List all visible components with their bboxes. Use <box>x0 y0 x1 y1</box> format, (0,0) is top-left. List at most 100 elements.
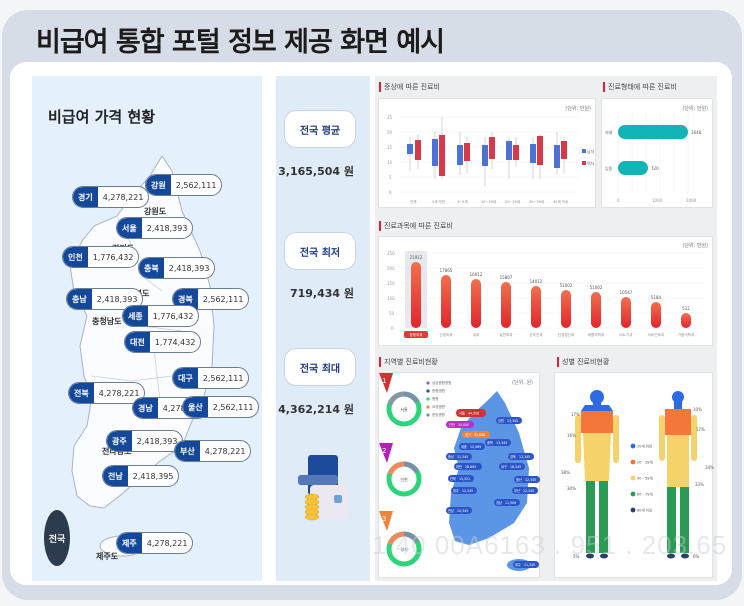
region-price-pill[interactable]: 대구 2,562,111 <box>172 367 250 389</box>
box-chart-unit: (단위: 만원) <box>565 106 591 112</box>
svg-text:250: 250 <box>387 251 395 256</box>
svg-text:10547: 10547 <box>620 290 633 295</box>
svg-text:강원: 강원 <box>498 418 504 423</box>
svg-text:3세 미만: 3세 미만 <box>432 199 446 204</box>
svg-text:0: 0 <box>617 198 620 203</box>
svg-text:80세 이상: 80세 이상 <box>637 508 653 513</box>
svg-text:비뇨기과: 비뇨기과 <box>619 332 633 337</box>
body-age-chart: 20세 미만 20 - 39세 40 - 59세 60 - 79세 80세 이상… <box>561 390 714 559</box>
svg-text:100: 100 <box>387 296 395 301</box>
region-price-pill[interactable]: 충북 2,418,393 <box>138 257 216 279</box>
svg-text:5%: 5% <box>573 554 580 559</box>
svg-text:512: 512 <box>682 306 690 311</box>
region-price-pill[interactable]: 서울 2,418,393 <box>116 217 194 239</box>
region-price-pill[interactable]: 부산 4,278,221 <box>174 440 252 462</box>
region-price-pill[interactable]: 광주 2,418,393 <box>106 430 184 452</box>
svg-text:10,345: 10,345 <box>457 509 468 513</box>
svg-text:11,506: 11,506 <box>505 501 516 505</box>
svg-text:12,345: 12,345 <box>462 489 473 493</box>
svg-text:720: 720 <box>651 166 659 171</box>
svg-text:내과: 내과 <box>473 332 480 337</box>
svg-text:30%: 30% <box>567 486 576 491</box>
gender-age-panel: 20세 미만 20 - 39세 40 - 59세 60 - 79세 80세 이상… <box>554 372 714 578</box>
region-value: 2,562,111 <box>175 180 217 190</box>
svg-text:33,098: 33,098 <box>474 433 485 437</box>
region-price-pill[interactable]: 전남 2,418,395 <box>102 465 180 487</box>
svg-text:12,345: 12,345 <box>525 478 536 482</box>
region-price-pill[interactable]: 강원 2,562,111 <box>145 174 223 196</box>
dashboard-panel: 증상에 따른 진료비 (단위: 만원) 25 20 15 10 5 0 <box>375 76 717 581</box>
svg-text:전남: 전남 <box>448 508 454 513</box>
dept-chart-title: 진료과목에 따른 진료비 <box>379 221 453 231</box>
wallet-coins-icon <box>298 455 348 521</box>
svg-text:10: 10 <box>387 160 393 165</box>
price-map-panel: 비급여 가격 현황 강원도 경기도 충청북도 충청남도 전라남도 제주도 경기4… <box>32 76 262 581</box>
region-value: 2,562,111 <box>202 373 244 383</box>
svg-text:12,089: 12,089 <box>470 445 481 449</box>
svg-text:여자: 여자 <box>587 160 595 166</box>
region-value: 4,278,221 <box>102 192 144 202</box>
dept-chart-panel: (단위: 만원) 21912 17865 16012 15807 14012 51002 5… <box>378 236 713 346</box>
region-value: 2,418,393 <box>136 436 178 446</box>
box-plot-chart: 25 20 15 10 5 0 남자 여자 <box>387 115 595 204</box>
region-value: 4,278,221 <box>98 388 140 398</box>
svg-text:12,345: 12,345 <box>523 489 534 493</box>
region-price-pill[interactable]: 세종 1,776,432 <box>122 305 200 327</box>
region-name: 전북 <box>69 383 94 403</box>
svg-text:20세 미만: 20세 미만 <box>637 444 653 449</box>
svg-text:경북: 경북 <box>510 454 516 459</box>
region-name: 광주 <box>107 431 132 451</box>
region-price-pill[interactable]: 경북 2,562,111 <box>172 288 250 310</box>
svg-text:11,345: 11,345 <box>457 455 468 459</box>
region-name: 경북 <box>173 289 198 309</box>
svg-text:서울: 서울 <box>459 411 465 416</box>
region-name: 제주 <box>117 533 142 553</box>
region-price-pill[interactable]: 울산 2,562,111 <box>182 396 260 418</box>
stat-average-button[interactable]: 전국 평균 <box>284 110 356 148</box>
region-name: 강원 <box>146 175 171 195</box>
region-price-pill[interactable]: 충남 2,418,393 <box>66 288 144 310</box>
svg-text:경남: 경남 <box>496 500 502 505</box>
legend-male-swatch <box>582 149 586 153</box>
region-chart-title: 지역별 진료비현황 <box>379 357 438 367</box>
region-price-pill[interactable]: 인천 1,776,432 <box>62 246 140 268</box>
region-unit: (단위: 원) <box>512 380 533 386</box>
svg-text:외래: 외래 <box>605 129 613 135</box>
svg-text:38%: 38% <box>561 470 570 475</box>
svg-text:17%: 17% <box>696 427 705 432</box>
svg-text:가정의학과: 가정의학과 <box>678 332 695 337</box>
svg-text:11,345: 11,345 <box>524 563 535 567</box>
svg-text:2000: 2000 <box>686 198 697 203</box>
region-name: 경기 <box>73 187 98 207</box>
region-value: 1,776,432 <box>92 252 134 262</box>
svg-text:20 - 39세: 20 - 39세 <box>637 460 653 465</box>
svg-text:5184: 5184 <box>651 295 662 300</box>
nationwide-button[interactable]: 전국 <box>44 510 70 566</box>
region-price-pill[interactable]: 전북 4,278,221 <box>68 382 146 404</box>
hbar-chart-unit: (단위: 만원) <box>682 106 708 112</box>
svg-text:60 - 79세: 60 - 79세 <box>637 492 653 497</box>
svg-text:신경정신과: 신경정신과 <box>558 332 575 337</box>
stat-average-value: 3,165,504 원 <box>278 165 354 178</box>
svg-text:34%: 34% <box>705 465 714 470</box>
svg-text:대구: 대구 <box>501 464 507 469</box>
svg-text:재활의학과: 재활의학과 <box>588 332 605 337</box>
region-price-pill[interactable]: 대전 1,774,432 <box>124 331 202 353</box>
svg-text:40 - 59세: 40 - 59세 <box>637 476 653 481</box>
stat-min-button[interactable]: 전국 최저 <box>284 232 356 270</box>
stat-max-value: 4,362,214 원 <box>278 403 354 416</box>
region-price-pill[interactable]: 경기 4,278,221 <box>72 186 150 208</box>
stat-max-button[interactable]: 전국 최대 <box>284 348 356 386</box>
korea-map-outline <box>69 155 215 557</box>
svg-text:44,508: 44,508 <box>468 412 479 416</box>
svg-text:전북: 전북 <box>450 476 456 481</box>
region-name: 울산 <box>183 397 208 417</box>
svg-text:13,345: 13,345 <box>496 441 507 445</box>
region-price-pill[interactable]: 제주 4,278,221 <box>116 532 194 554</box>
svg-text:51002: 51002 <box>590 285 603 290</box>
svg-text:150: 150 <box>387 281 395 286</box>
svg-text:충북: 충북 <box>487 440 493 445</box>
region-name: 세종 <box>123 306 148 326</box>
svg-text:33%: 33% <box>695 482 704 487</box>
province-label: 제주도 <box>96 552 119 561</box>
